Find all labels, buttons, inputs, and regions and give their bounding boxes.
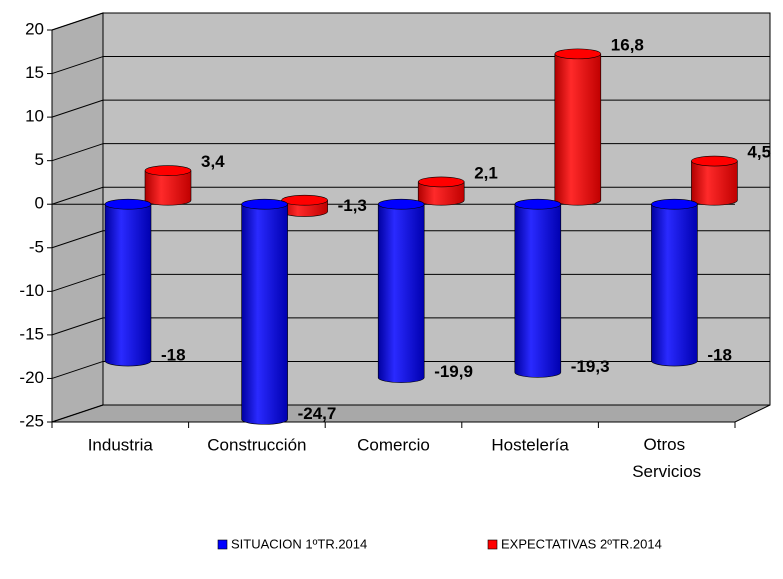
bar — [691, 155, 738, 206]
value-label: 16,8 — [611, 35, 644, 54]
legend-label: SITUACION 1ºTR.2014 — [231, 536, 367, 551]
side-wall — [51, 12, 104, 423]
y-tick-label: 0 — [35, 194, 44, 213]
grid-line — [51, 360, 104, 379]
y-tick-label: -5 — [29, 237, 44, 256]
bar-part — [241, 204, 288, 420]
bar — [651, 198, 698, 367]
y-tick-label: 20 — [25, 19, 44, 38]
grid-line — [51, 230, 104, 249]
value-label: -19,3 — [571, 357, 610, 376]
grid-line — [51, 273, 104, 292]
bar-part — [281, 200, 328, 212]
bar-part — [241, 198, 288, 210]
bar — [554, 48, 602, 206]
bar — [377, 198, 425, 383]
y-tick-label: 5 — [35, 150, 44, 169]
bar-part — [691, 161, 738, 201]
value-label: -19,9 — [434, 362, 473, 381]
legend-label: EXPECTATIVAS 2ºTR.2014 — [501, 536, 662, 551]
y-tick-label: -10 — [19, 281, 44, 300]
bar-part — [514, 204, 561, 373]
bar-part — [691, 155, 738, 167]
floor — [51, 404, 771, 423]
y-tick-label: 15 — [25, 63, 44, 82]
grid-line — [51, 99, 104, 118]
grid-line — [51, 404, 104, 423]
y-tick-label: -20 — [19, 368, 44, 387]
bar-part — [651, 198, 698, 210]
bar — [104, 198, 152, 367]
x-tick-label: Hostelería — [491, 435, 569, 454]
bar-part — [104, 198, 152, 210]
bar-part — [554, 48, 602, 60]
y-tick-label: -15 — [19, 324, 44, 343]
bar — [241, 198, 288, 425]
bar — [514, 198, 562, 378]
value-label: -24,7 — [298, 404, 337, 423]
grid-line — [51, 143, 104, 162]
bar-part — [417, 176, 465, 188]
grid-line — [51, 56, 104, 75]
grid-line — [51, 317, 104, 336]
bar-part — [105, 204, 151, 362]
bar-part — [144, 165, 192, 176]
y-tick-label: 10 — [25, 107, 44, 126]
bar — [281, 194, 328, 217]
y-tick-label: -25 — [19, 411, 44, 430]
bar-part — [281, 194, 328, 206]
x-tick-label: Construcción — [207, 435, 306, 454]
x-tick-label: Comercio — [357, 435, 430, 454]
value-label: -18 — [707, 346, 732, 365]
legend-swatch — [217, 539, 228, 550]
grid-line — [51, 186, 104, 205]
x-tick-label: Industria — [88, 435, 154, 454]
value-label: 4,5 — [747, 143, 771, 162]
bar — [144, 165, 192, 206]
grid-line — [51, 12, 104, 31]
bar-part — [554, 53, 601, 201]
bar-part — [651, 204, 698, 362]
x-tick-label: Otros Servicios — [632, 435, 701, 481]
bar-part — [378, 204, 425, 378]
bar-part — [514, 198, 562, 210]
value-label: 3,4 — [201, 152, 225, 171]
value-label: -18 — [161, 346, 186, 365]
bar-part — [377, 198, 425, 210]
value-label: -1,3 — [338, 196, 367, 215]
bar — [417, 176, 465, 206]
value-label: 2,1 — [474, 163, 498, 182]
legend-swatch — [487, 539, 498, 550]
